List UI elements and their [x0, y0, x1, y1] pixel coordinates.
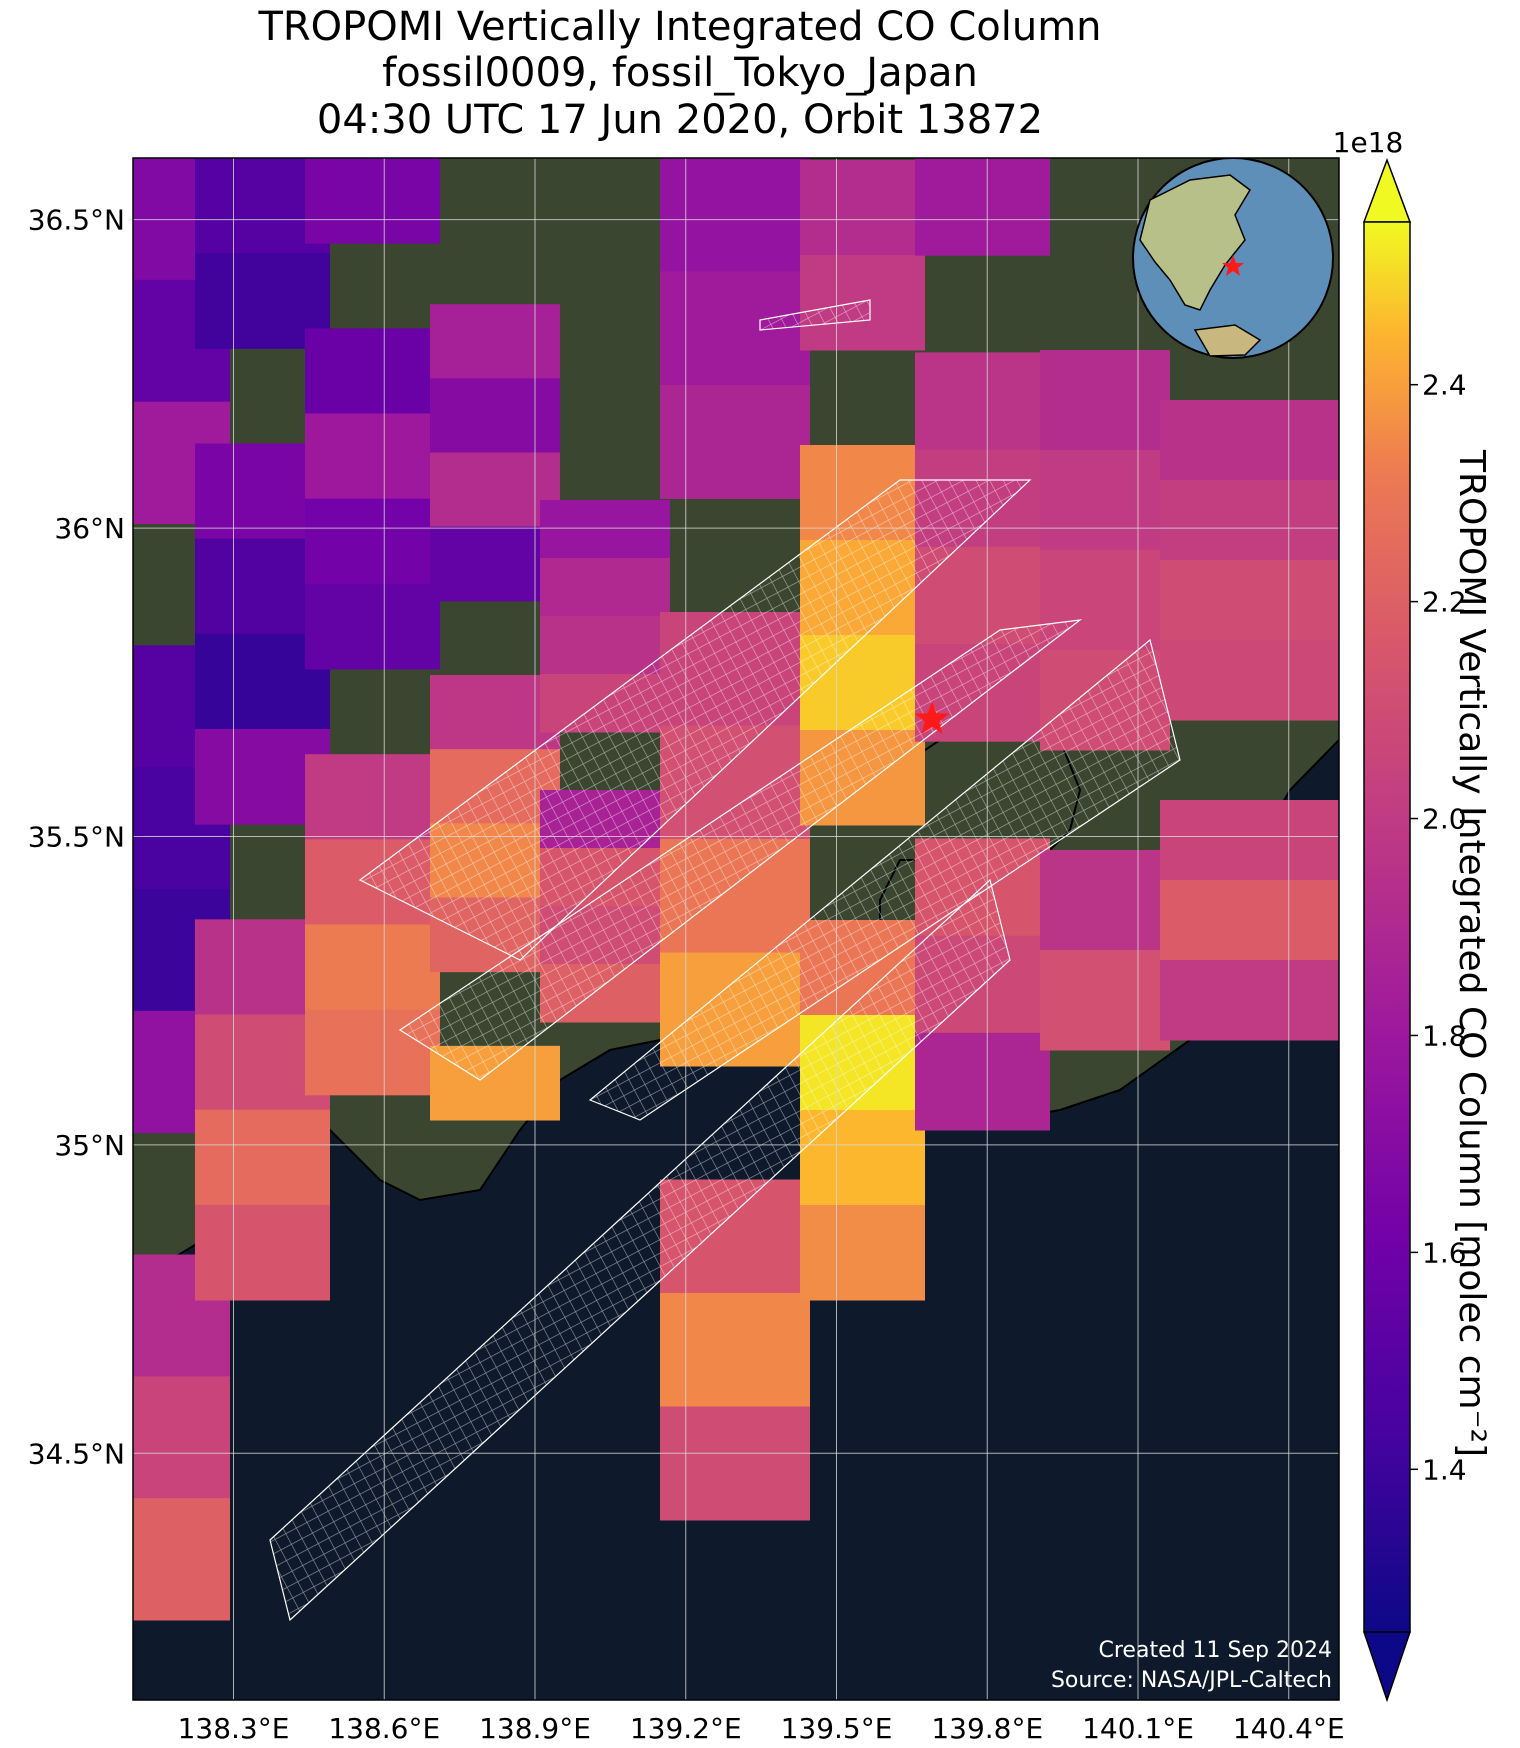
swath-pixel — [1160, 960, 1339, 1041]
colorbar-tick-label: 2.4 — [1422, 369, 1467, 402]
swath-pixel — [915, 158, 1050, 256]
swath-pixel — [430, 378, 560, 453]
longitude-tick-label: 139.8°E — [931, 1712, 1043, 1745]
inset-globe — [1132, 158, 1334, 359]
colorbar-gradient — [1363, 221, 1411, 1633]
footprint-grid — [269, 878, 1011, 1622]
longitude-tick-label: 140.1°E — [1082, 1712, 1194, 1745]
colorbar-extend-bottom — [1362, 1631, 1412, 1703]
latitude-tick-label: 36°N — [54, 512, 125, 545]
footprint-grid — [358, 479, 1032, 961]
latitude-tick-label: 35.5°N — [28, 820, 125, 853]
footprint-grid — [759, 299, 871, 331]
globe-land-australia — [1193, 324, 1262, 357]
latitude-tick-label: 34.5°N — [28, 1437, 125, 1470]
swath-pixel — [133, 1376, 230, 1499]
globe-land — [1139, 174, 1251, 311]
colorbar-tick-label: 2.2 — [1422, 586, 1467, 619]
footprint-grid — [588, 638, 1181, 1121]
latitude-tick-label: 35°N — [54, 1129, 125, 1162]
swath-pixel — [1160, 880, 1339, 961]
colorbar-extend-top — [1362, 157, 1412, 223]
colorbar: 1.4 1.6 1.8 2.0 2.2 2.4 1e18 — [1333, 126, 1467, 1703]
colorbar-ticks: 1.4 1.6 1.8 2.0 2.2 2.4 — [1410, 369, 1467, 1486]
swath-pixel — [540, 500, 670, 559]
swath-pixel — [305, 413, 440, 500]
swath-pixel — [1160, 560, 1339, 641]
longitude-tick-label: 139.5°E — [781, 1712, 893, 1745]
swath-pixel — [915, 352, 1050, 451]
swath-pixel — [540, 558, 670, 617]
credit-created: Created 11 Sep 2024 — [1098, 1638, 1333, 1663]
colorbar-tick-label: 1.8 — [1422, 1019, 1467, 1052]
swath-pixel — [305, 498, 440, 585]
map-frame — [132, 157, 1340, 1701]
target-star-marker — [914, 701, 950, 734]
footprint-grid — [398, 619, 1083, 1081]
swath-pixel — [133, 1498, 230, 1621]
title-line-1: TROPOMI Vertically Integrated CO Column — [258, 4, 1102, 50]
longitude-tick-label: 138.9°E — [479, 1712, 591, 1745]
swath-pixel — [1040, 450, 1170, 551]
map-area — [133, 158, 1339, 1700]
swath-pixel — [660, 271, 810, 386]
swath-pixel — [430, 675, 560, 750]
swath-pixel — [1160, 640, 1339, 721]
swath-pixel — [800, 1205, 925, 1301]
swath-pixel — [660, 1406, 810, 1521]
swath-pixel — [430, 452, 560, 528]
colorbar-tick-label: 1.6 — [1422, 1236, 1467, 1269]
title-line-3: 04:30 UTC 17 Jun 2020, Orbit 13872 — [316, 97, 1044, 143]
swath-pixel — [800, 160, 925, 256]
longitude-tick-label: 138.6°E — [328, 1712, 440, 1745]
swath-pixel — [430, 304, 560, 379]
swath-pixel — [1160, 480, 1339, 561]
colorbar-label: TROPOMI Vertically Integrated CO Column … — [1451, 450, 1492, 1458]
globe-target-star — [1222, 255, 1244, 276]
swath-pixel — [305, 158, 440, 244]
latitude-tick-labels: 36.5°N 36°N 35.5°N 35°N 34.5°N — [28, 204, 125, 1471]
swath-pixel — [540, 616, 670, 675]
footprint-grid-overlays — [269, 299, 1181, 1622]
longitude-tick-labels: 138.3°E 138.6°E 138.9°E 139.2°E 139.5°E 139.8… — [178, 1712, 1345, 1745]
colorbar-tick-label: 2.0 — [1422, 803, 1467, 836]
longitude-tick-label: 139.2°E — [630, 1712, 742, 1745]
swath-pixel — [195, 1204, 330, 1301]
latitude-tick-label: 36.5°N — [28, 204, 125, 237]
map-gridlines — [133, 158, 1339, 1700]
swath-pixel — [305, 754, 440, 840]
swath-pixel — [1160, 400, 1339, 481]
swath-pixel — [1040, 850, 1170, 951]
swath-pixel — [305, 924, 440, 1011]
colorbar-tick-label: 1.4 — [1422, 1453, 1467, 1486]
swath-pixel — [660, 158, 810, 272]
longitude-tick-label: 140.4°E — [1233, 1712, 1345, 1745]
swath-pixel — [915, 1032, 1050, 1131]
swath-pixel — [1160, 800, 1339, 881]
longitude-tick-label: 138.3°E — [178, 1712, 290, 1745]
swath-pixel — [305, 328, 440, 414]
swath-pixel — [305, 583, 440, 670]
swath-pixel — [660, 385, 810, 499]
title-line-2: fossil0009, fossil_Tokyo_Japan — [382, 50, 978, 96]
swath-pixel — [660, 1293, 810, 1407]
colorbar-multiplier: 1e18 — [1333, 126, 1404, 159]
swath-pixel — [1040, 350, 1170, 451]
credit-source: Source: NASA/JPL-Caltech — [1050, 1668, 1332, 1693]
swath-pixel — [195, 1109, 330, 1206]
swath-pixel — [430, 526, 560, 602]
swath-pixel — [1040, 950, 1170, 1051]
